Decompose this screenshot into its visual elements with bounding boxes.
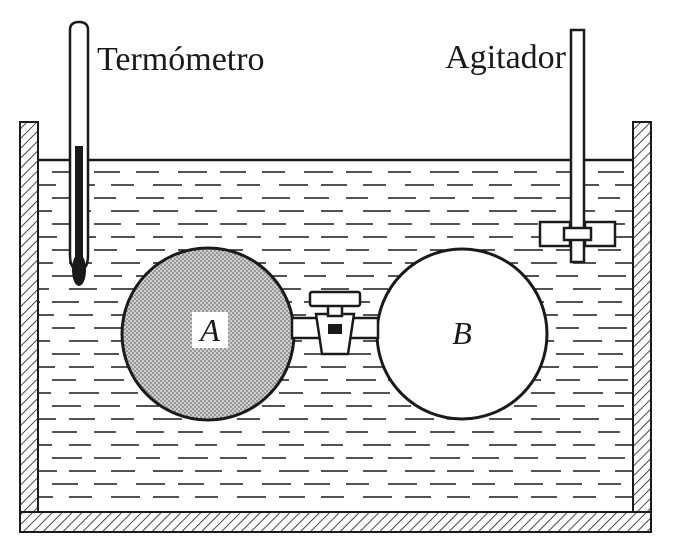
stirrer-blade-right [583, 220, 617, 248]
bulb-a-label: A [198, 312, 220, 348]
bulb-a: A [120, 246, 296, 422]
tank-left-wall [19, 121, 39, 533]
thermometer-mercury-column [75, 146, 83, 264]
valve-bore [328, 324, 342, 334]
stirrer-hub [562, 226, 593, 242]
valve-handle [308, 290, 362, 308]
thermometer-label: Termómetro [97, 41, 265, 78]
tank-right-wall [632, 121, 652, 533]
stopcock [290, 290, 380, 356]
stirrer-shaft [569, 28, 586, 264]
bulb-b-label: B [452, 315, 472, 351]
bulb-a-label-bg [192, 312, 228, 348]
stirrer-label: Agitador [445, 39, 567, 76]
stirrer: Agitador [445, 28, 617, 264]
thermometer: Termómetro [68, 20, 265, 286]
thermometer-bulb [72, 254, 86, 286]
tank [19, 121, 652, 533]
bulb-b: B [375, 247, 549, 421]
tank-bottom-wall [19, 511, 652, 533]
